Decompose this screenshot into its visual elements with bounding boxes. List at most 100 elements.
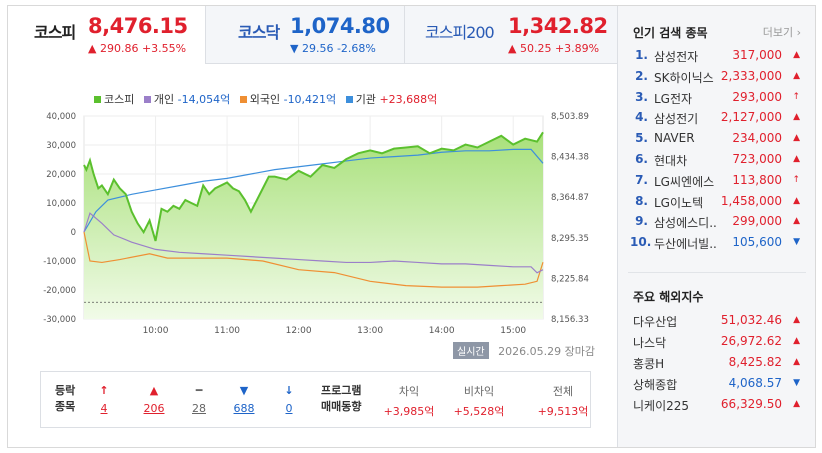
stock-name[interactable]: SK하이닉스 bbox=[654, 70, 714, 85]
change-arrow-icon: ▲ bbox=[793, 133, 800, 144]
index-name[interactable]: 니케이225 bbox=[633, 399, 690, 413]
kospi-area bbox=[84, 132, 543, 319]
breadth-count[interactable]: 4 bbox=[100, 402, 108, 415]
tab-kospi-price: 8,476.15 bbox=[88, 14, 188, 38]
popular-item[interactable]: 6. 현대차 723,000 ▲ bbox=[618, 152, 816, 172]
rank-number: 9. bbox=[635, 214, 648, 229]
change-arrow-icon: ▲ bbox=[793, 216, 800, 227]
market-status: 장마감 bbox=[564, 345, 595, 358]
popular-item[interactable]: 5. NAVER 234,000 ▲ bbox=[618, 131, 816, 151]
index-name[interactable]: 다우산업 bbox=[633, 315, 678, 329]
stock-price: 299,000 bbox=[732, 214, 782, 229]
stock-price: 234,000 bbox=[732, 131, 782, 146]
rank-number: 2. bbox=[635, 68, 648, 83]
legend-institution: 기관 +23,688억 bbox=[345, 93, 437, 106]
program-label: 프로그램 매매동향 bbox=[321, 384, 362, 413]
world-index-item[interactable]: 홍콩H 8,425.82 ▲ bbox=[618, 355, 816, 375]
popular-item[interactable]: 9. 삼성에스디.. 299,000 ▲ bbox=[618, 214, 816, 234]
program-value: +3,985억 bbox=[383, 405, 435, 418]
rank-number: 7. bbox=[635, 172, 648, 187]
personal-line bbox=[83, 212, 544, 274]
index-price: 51,032.46 bbox=[720, 313, 782, 327]
stock-price: 113,800 bbox=[732, 172, 782, 187]
breadth-cell: ↓ 0 bbox=[274, 372, 304, 427]
tab-kospi[interactable]: 코스피 8,476.15 ▲ 290.86 +3.55% bbox=[8, 6, 206, 64]
left-tick-label: 0 bbox=[71, 228, 76, 238]
stock-name[interactable]: 삼성전자 bbox=[654, 50, 699, 64]
sidebar: 인기 검색 종목 더보기 › 1. 삼성전자 317,000 ▲ 2. SK하이닉… bbox=[617, 6, 815, 447]
chart-legend: 코스피 개인 -14,054억 외국인 -10,421억 기관 +23,688억 bbox=[94, 91, 443, 107]
breadth-count[interactable]: 0 bbox=[285, 402, 293, 415]
x-tick-label: 10:00 bbox=[143, 326, 169, 336]
world-index-item[interactable]: 다우산업 51,032.46 ▲ bbox=[618, 313, 816, 333]
x-tick-label: 14:00 bbox=[429, 326, 455, 336]
rank-number: 1. bbox=[635, 48, 648, 62]
tab-kosdaq-price: 1,074.80 bbox=[290, 14, 390, 38]
kospi-line bbox=[83, 131, 544, 242]
stock-name[interactable]: 삼성전기 bbox=[654, 112, 699, 127]
breadth-count[interactable]: 28 bbox=[192, 402, 206, 415]
more-link[interactable]: 더보기 › bbox=[762, 26, 801, 39]
left-tick-label: 30,000 bbox=[46, 141, 76, 151]
change-arrow-icon: ▲ bbox=[793, 315, 800, 325]
legend-kospi: 코스피 bbox=[94, 93, 134, 106]
popular-item[interactable]: 8. LG이노텍 1,458,000 ▲ bbox=[618, 194, 816, 214]
world-index-item[interactable]: 니케이225 66,329.50 ▲ bbox=[618, 397, 816, 417]
tab-kosdaq[interactable]: 코스닥 1,074.80 ▼ 29.56 -2.68% bbox=[206, 6, 405, 64]
program-value: +5,528억 bbox=[453, 405, 505, 418]
stock-name[interactable]: LG이노텍 bbox=[654, 195, 704, 210]
tab-kospi-change: ▲ 290.86 +3.55% bbox=[88, 42, 187, 55]
breadth-cell: ↑ 4 bbox=[89, 372, 119, 427]
index-price: 26,972.62 bbox=[720, 334, 782, 348]
popular-item[interactable]: 3. LG전자 293,000 ↑ bbox=[618, 90, 816, 110]
breadth-count[interactable]: 206 bbox=[143, 402, 165, 415]
stock-name[interactable]: 삼성에스디.. bbox=[654, 216, 717, 231]
change-arrow-icon: ▼ bbox=[793, 237, 800, 248]
index-name[interactable]: 나스닥 bbox=[633, 336, 667, 350]
rank-number: 4. bbox=[635, 110, 648, 125]
world-index-item[interactable]: 나스닥 26,972.62 ▲ bbox=[618, 334, 816, 354]
rank-number: 6. bbox=[635, 152, 648, 166]
stock-name[interactable]: LG전자 bbox=[654, 91, 693, 106]
stock-name[interactable]: NAVER bbox=[654, 131, 695, 146]
tab-kosdaq-name: 코스닥 bbox=[238, 23, 280, 42]
index-price: 66,329.50 bbox=[720, 397, 782, 411]
world-index-item[interactable]: 상해종합 4,068.57 ▼ bbox=[618, 376, 816, 396]
breadth-arrow-icon: ↓ bbox=[284, 384, 294, 397]
breadth-label: 등락 종목 bbox=[55, 384, 76, 413]
popular-item[interactable]: 10. 두산에너빌.. 105,600 ▼ bbox=[618, 235, 816, 255]
rank-number: 5. bbox=[635, 131, 648, 146]
index-name[interactable]: 상해종합 bbox=[633, 378, 678, 392]
live-badge[interactable]: 실시간 bbox=[453, 342, 489, 359]
tab-kospi200[interactable]: 코스피200 1,342.82 ▲ 50.25 +3.89% bbox=[405, 6, 617, 64]
chart-svg: 40,000 30,000 20,000 10,000 0 -10,000 -20,000 -… bbox=[43, 112, 589, 336]
tab-kospi200-name: 코스피200 bbox=[425, 23, 495, 42]
stock-price: 2,333,000 bbox=[720, 68, 782, 83]
intraday-chart: 코스피 개인 -14,054억 외국인 -10,421억 기관 +23,688억… bbox=[8, 64, 617, 364]
program-cell: 전체 +9,513억 bbox=[528, 383, 598, 419]
popular-item[interactable]: 2. SK하이닉스 2,333,000 ▲ bbox=[618, 69, 816, 89]
right-tick-label: 8,364.87 bbox=[551, 193, 589, 203]
change-arrow-icon: ▲ bbox=[793, 70, 800, 81]
tab-kospi200-change: ▲ 50.25 +3.89% bbox=[508, 42, 600, 55]
change-arrow-icon: ▲ bbox=[793, 195, 800, 206]
tab-kospi200-price: 1,342.82 bbox=[508, 14, 608, 38]
popular-item[interactable]: 4. 삼성전기 2,127,000 ▲ bbox=[618, 110, 816, 130]
program-head: 비차익 bbox=[463, 385, 495, 398]
right-tick-label: 8,295.35 bbox=[551, 234, 589, 244]
popular-title: 인기 검색 종목 bbox=[633, 26, 708, 40]
market-widget: 코스피 8,476.15 ▲ 290.86 +3.55% 코스닥 1,074.8… bbox=[7, 5, 816, 448]
index-name[interactable]: 홍콩H bbox=[633, 357, 665, 371]
popular-item[interactable]: 1. 삼성전자 317,000 ▲ bbox=[618, 48, 816, 68]
stock-name[interactable]: 현대차 bbox=[654, 154, 688, 168]
program-head: 전체 bbox=[552, 385, 574, 398]
breadth-cell: ▲ 206 bbox=[139, 372, 169, 427]
popular-item[interactable]: 7. LG씨엔에스 113,800 ↑ bbox=[618, 173, 816, 193]
right-tick-label: 8,434.38 bbox=[551, 153, 589, 163]
legend-personal: 개인 -14,054억 bbox=[143, 93, 230, 106]
breadth-count[interactable]: 688 bbox=[233, 402, 255, 415]
stock-name[interactable]: LG씨엔에스 bbox=[654, 174, 715, 189]
stock-name[interactable]: 두산에너빌.. bbox=[654, 237, 717, 252]
x-tick-label: 11:00 bbox=[214, 326, 240, 336]
chart-date: 2026.05.29 bbox=[498, 345, 562, 358]
